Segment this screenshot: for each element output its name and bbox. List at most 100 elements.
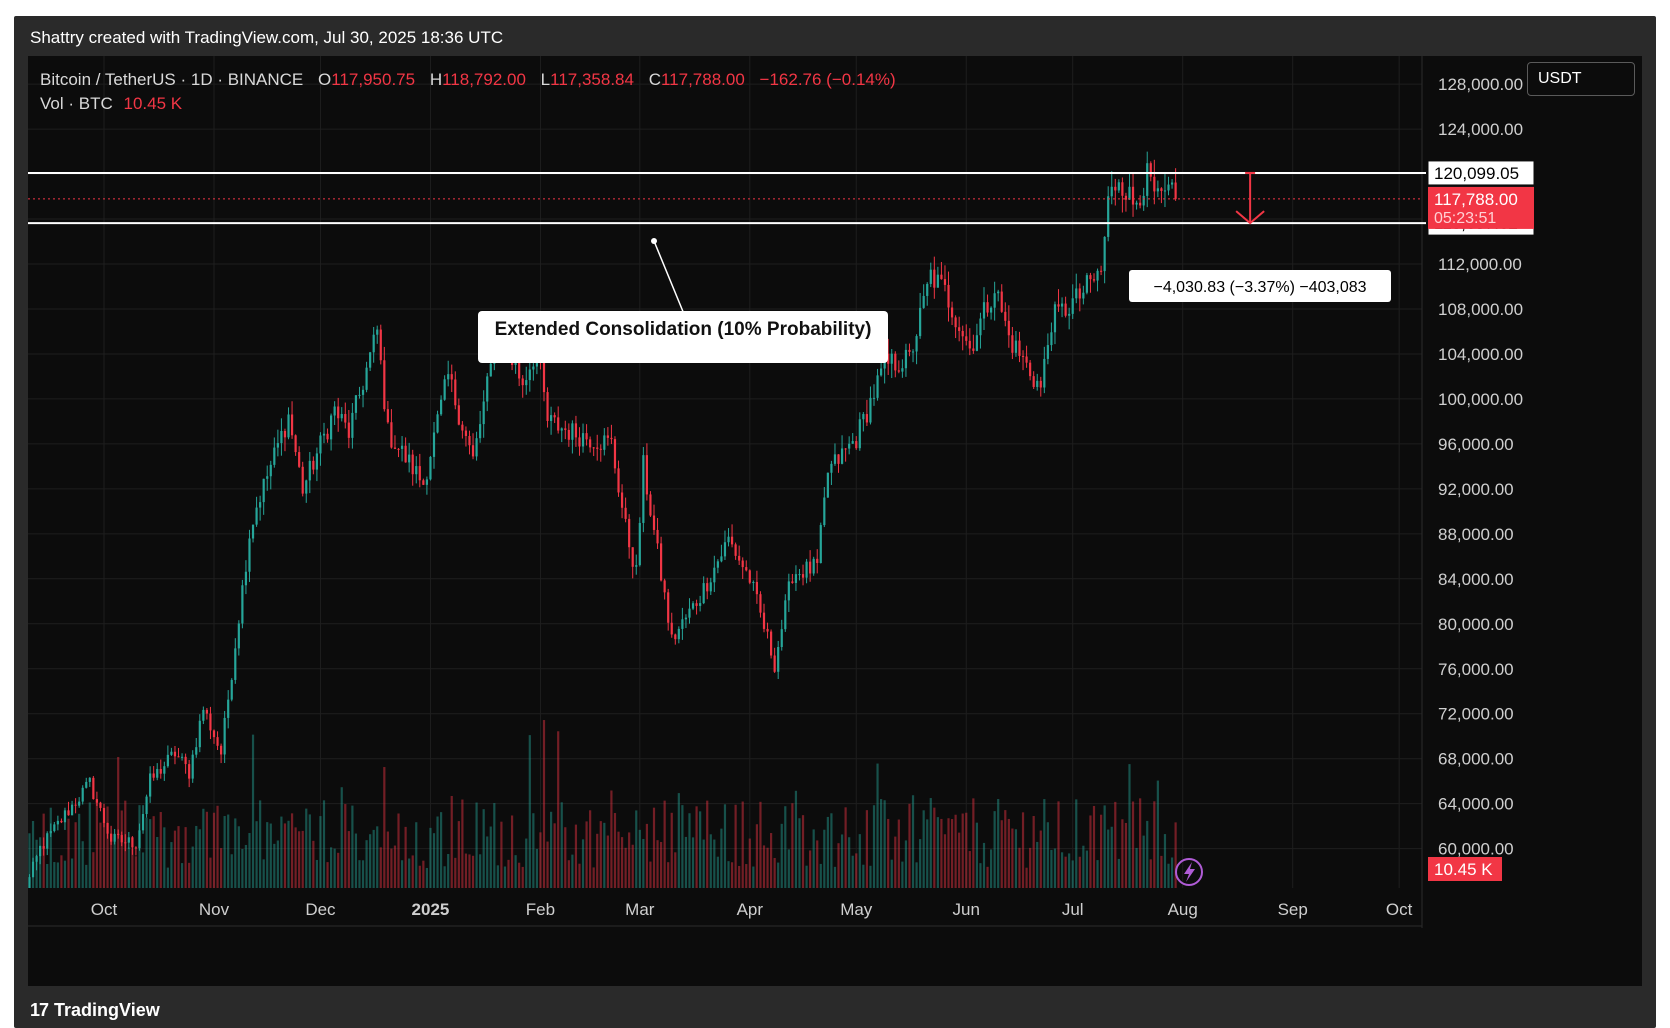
volume-bar — [876, 763, 879, 888]
volume-bar — [929, 798, 932, 888]
candle-body — [230, 679, 233, 700]
y-tick-label: 104,000.00 — [1438, 345, 1523, 364]
candle-body — [791, 581, 794, 583]
candle-body — [1029, 362, 1032, 377]
volume-bar — [695, 806, 698, 888]
candle-body — [156, 768, 159, 778]
candle-body — [659, 543, 663, 581]
volume-bar — [241, 849, 244, 888]
candle-body — [31, 861, 35, 878]
volume-bar — [479, 854, 482, 888]
volume-bar — [99, 822, 102, 888]
candle-body — [801, 574, 805, 578]
candle-body — [816, 558, 819, 563]
volume-bar — [1121, 819, 1124, 888]
volume-bar — [298, 831, 301, 888]
candle-body — [333, 406, 336, 416]
x-tick-label: Nov — [199, 900, 230, 919]
volume-bar — [872, 805, 876, 888]
volume-bar — [88, 802, 91, 888]
volume-bar — [145, 817, 148, 888]
volume-bar — [1000, 820, 1003, 888]
volume-bar — [429, 827, 432, 888]
volume-bar — [741, 801, 744, 888]
volume-bar — [617, 831, 620, 888]
candle-body — [1135, 202, 1138, 205]
volume-bar — [1064, 856, 1067, 888]
volume-bar — [78, 813, 81, 888]
chart-panel[interactable] — [28, 56, 1642, 986]
candle-body — [212, 730, 216, 738]
volume-bar — [447, 854, 450, 888]
volume-bar — [184, 827, 187, 888]
candle-body — [528, 369, 531, 381]
volume-bar — [120, 810, 123, 888]
candle-body — [1021, 355, 1025, 357]
candle-body — [1089, 275, 1092, 280]
annotation-label: Extended Consolidation (10% Probability) — [495, 319, 872, 340]
candle-body — [326, 433, 329, 440]
volume-bar — [599, 821, 602, 888]
volume-bar — [521, 866, 524, 888]
volume-bar — [738, 865, 741, 888]
volume-bar — [840, 834, 844, 888]
volume-bar — [369, 834, 372, 888]
candle-body — [266, 476, 269, 479]
volume-bar — [713, 839, 716, 888]
symbol-label[interactable]: Bitcoin / TetherUS · 1D · BINANCE — [40, 70, 304, 89]
candle-body — [457, 405, 460, 425]
volume-bar — [67, 818, 70, 888]
candle-body — [993, 293, 996, 308]
candle-body — [241, 585, 244, 624]
volume-bar — [518, 862, 521, 888]
volume-bar — [351, 805, 354, 888]
volume-bar — [163, 827, 166, 888]
volume-bar — [571, 854, 574, 888]
candle-body — [518, 362, 521, 379]
candle-body — [294, 435, 297, 453]
candle-body — [188, 764, 191, 779]
volume-bar — [620, 837, 624, 888]
candle-body — [408, 454, 411, 463]
volume-bar — [638, 829, 641, 888]
volume-bar — [1060, 852, 1064, 888]
y-tick-label: 128,000.00 — [1438, 75, 1523, 94]
volume-bar — [35, 839, 38, 888]
volume-bar — [1107, 829, 1110, 888]
candle-body — [329, 415, 333, 440]
volume-bar — [748, 838, 751, 888]
volume-bar — [251, 734, 255, 888]
candle-body — [88, 777, 91, 782]
candle-body — [950, 307, 954, 318]
candle-body — [489, 363, 492, 377]
volume-bar — [198, 829, 201, 888]
volume-bar — [1014, 829, 1018, 888]
volume-bar — [383, 767, 386, 888]
volume-bar — [507, 859, 510, 888]
candle-body — [113, 833, 116, 842]
volume-bar — [535, 848, 539, 888]
candle-body — [894, 353, 897, 371]
volume-bar — [1142, 835, 1145, 888]
candle-body — [624, 507, 627, 519]
candle-body — [390, 422, 393, 448]
volume-bar — [922, 810, 925, 888]
candle-body — [393, 447, 397, 449]
candle-body — [450, 374, 453, 380]
volume-bar — [117, 756, 120, 888]
currency-button[interactable]: USDT — [1527, 62, 1635, 96]
low-label: L — [540, 70, 551, 89]
volume-bar — [46, 863, 49, 888]
volume-bar — [1082, 845, 1085, 888]
candle-body — [1160, 188, 1163, 192]
volume-bar — [138, 805, 141, 888]
candle-body — [39, 846, 42, 857]
volume-bar — [340, 787, 343, 888]
volume-label[interactable]: Vol · BTC — [40, 94, 113, 113]
volume-bar — [823, 829, 826, 888]
y-tick-label: 88,000.00 — [1438, 525, 1514, 544]
volume-bar — [205, 811, 209, 888]
candle-body — [592, 447, 595, 449]
candle-body — [149, 773, 152, 797]
